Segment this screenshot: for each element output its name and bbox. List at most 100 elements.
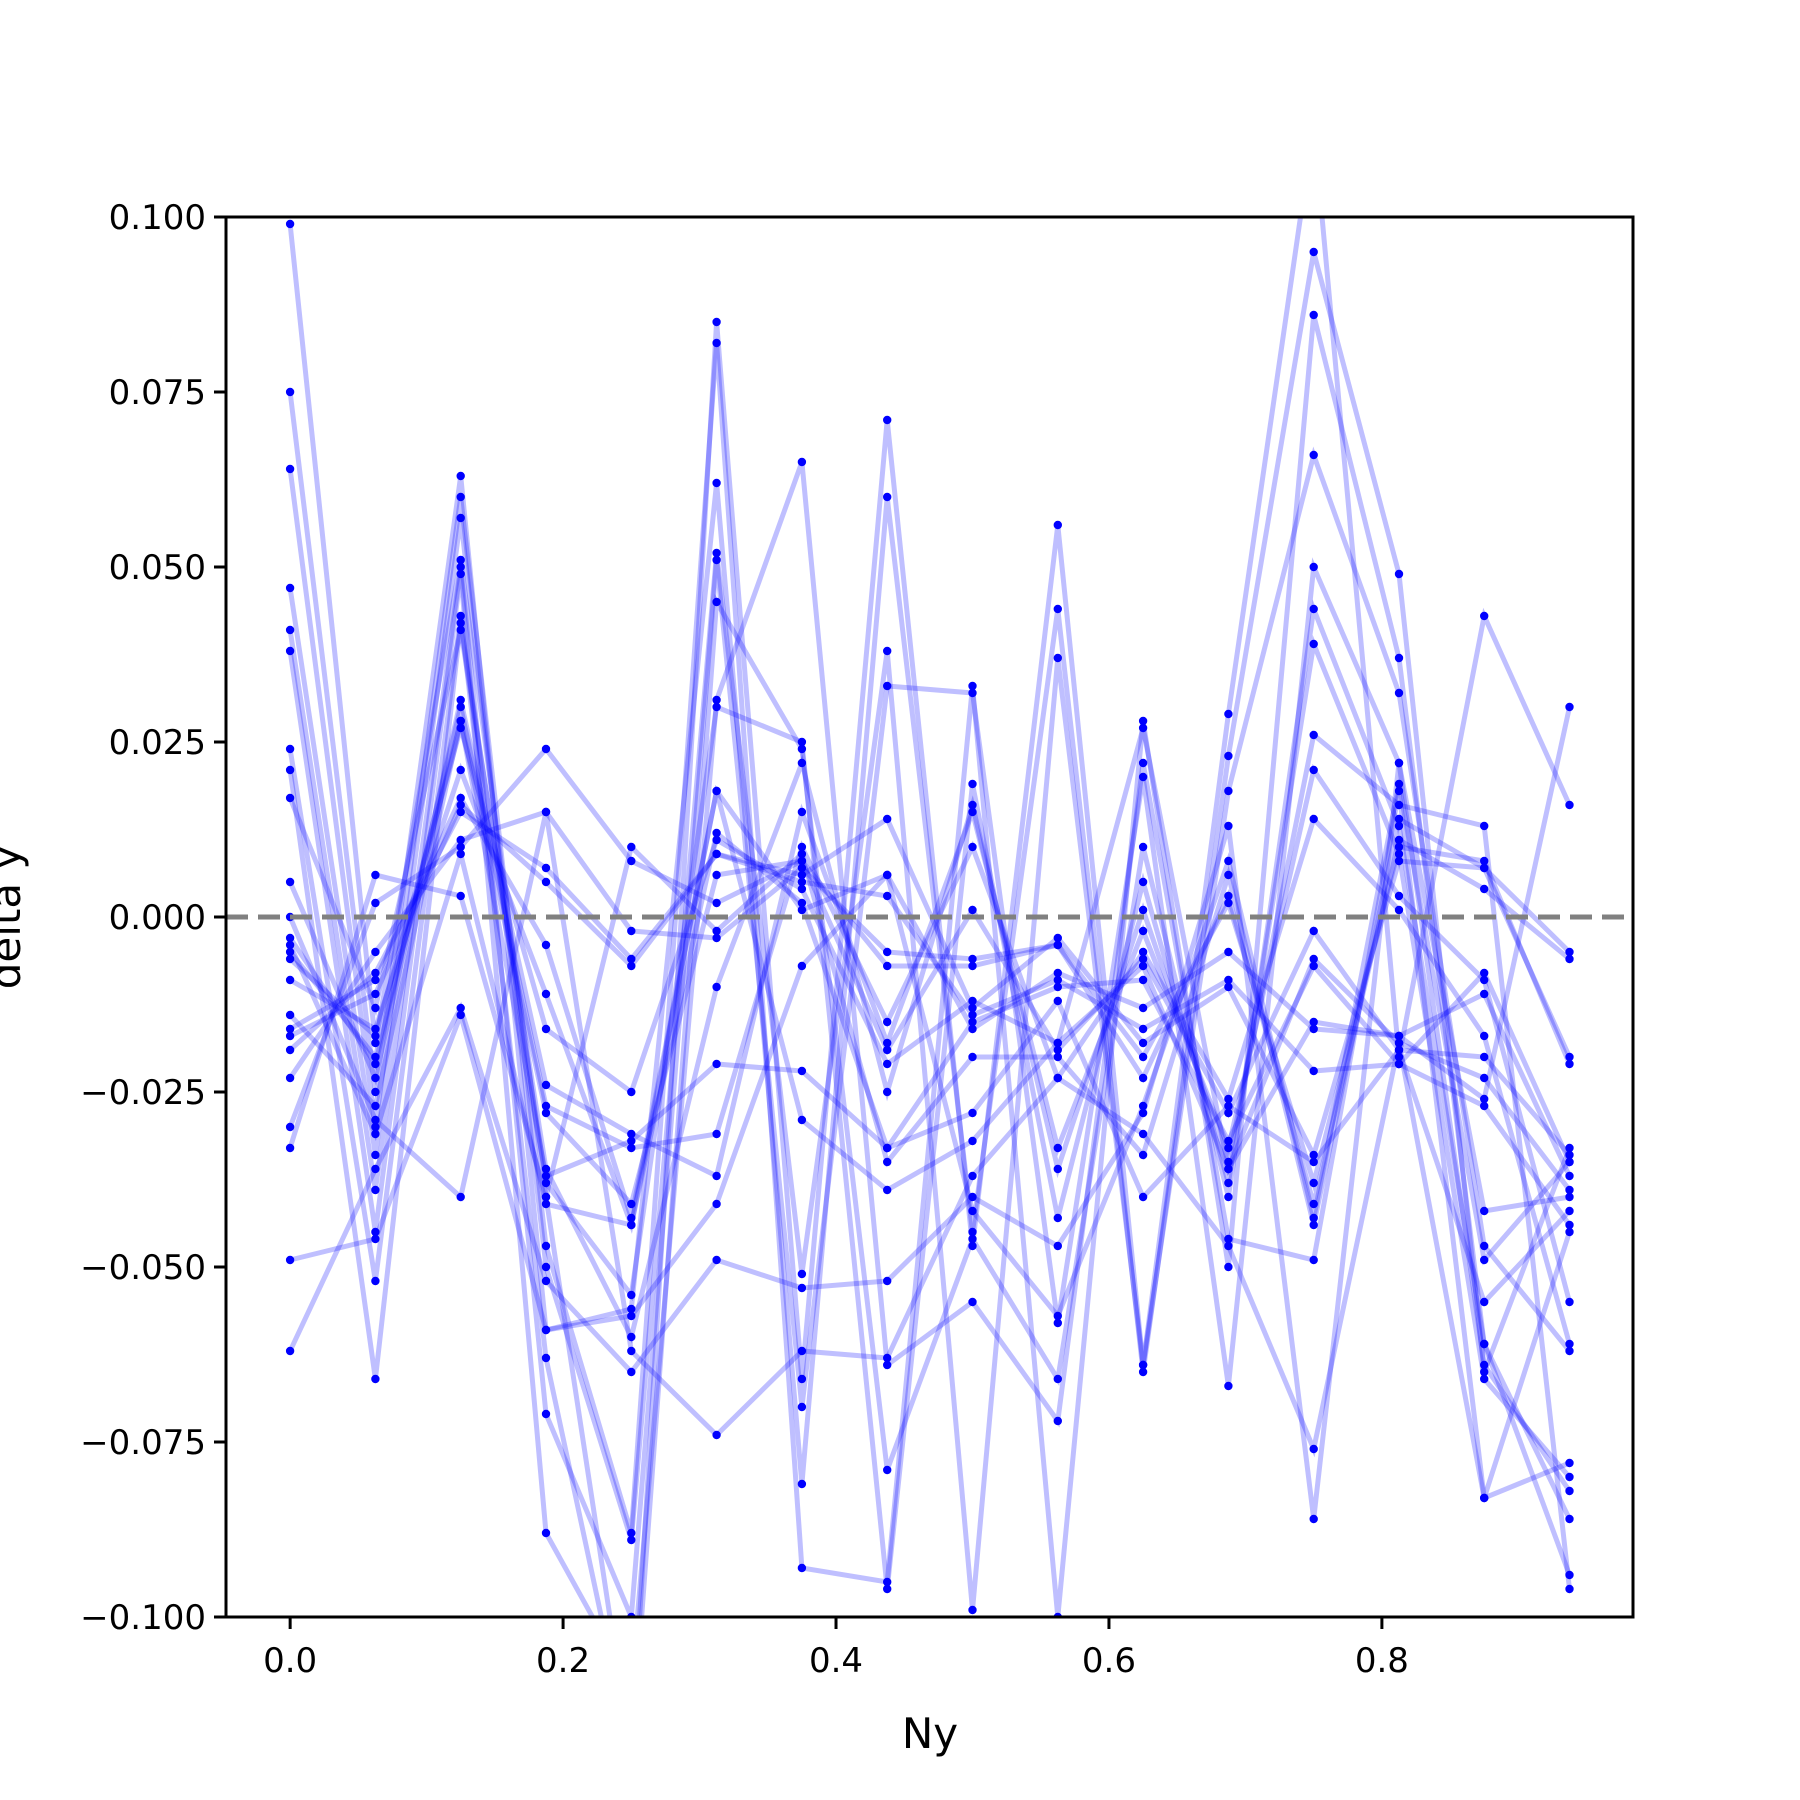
data-point	[797, 870, 807, 880]
data-point	[541, 1528, 551, 1538]
data-point	[371, 1227, 380, 1237]
data-point	[1394, 849, 1404, 859]
data-point	[456, 1192, 465, 1202]
data-point	[1138, 1108, 1148, 1118]
data-point	[1138, 1003, 1148, 1013]
data-point	[371, 1122, 380, 1132]
data-point	[883, 1087, 892, 1097]
data-point	[541, 1276, 551, 1286]
data-point	[1053, 1374, 1063, 1384]
data-point	[968, 1297, 977, 1307]
data-point	[1565, 1206, 1574, 1216]
data-point	[371, 1276, 380, 1286]
data-point	[883, 1360, 892, 1370]
data-point	[371, 1115, 380, 1125]
data-point	[1224, 947, 1233, 957]
data-point	[712, 786, 721, 796]
data-point	[797, 1283, 807, 1293]
data-point	[371, 1234, 380, 1244]
data-point	[285, 1073, 295, 1083]
data-point	[285, 1255, 295, 1265]
data-point	[1565, 1339, 1574, 1349]
data-point	[371, 1129, 380, 1139]
data-point	[883, 1143, 892, 1153]
y-tick-label: −0.075	[80, 1423, 206, 1463]
data-point	[1565, 1052, 1574, 1062]
data-point	[285, 219, 295, 229]
data-point	[1224, 1136, 1233, 1146]
series-line-19	[287, 745, 1572, 1205]
data-point	[285, 933, 295, 943]
data-point	[541, 1080, 551, 1090]
series-group	[285, 217, 1574, 1617]
data-point	[968, 842, 977, 852]
data-point	[1309, 1514, 1318, 1524]
data-point	[797, 1115, 807, 1125]
data-point	[968, 1206, 977, 1216]
data-point	[1309, 1199, 1318, 1209]
data-point	[1394, 891, 1404, 901]
data-point	[1224, 870, 1233, 880]
data-point	[1480, 1052, 1489, 1062]
data-point	[371, 947, 380, 957]
series-line-25	[288, 720, 1572, 1307]
data-point	[883, 1059, 892, 1069]
data-point	[712, 597, 721, 607]
data-point	[541, 877, 551, 887]
data-point	[285, 583, 295, 593]
data-point	[1138, 1024, 1148, 1034]
data-point	[1565, 1227, 1574, 1237]
data-point	[883, 1157, 892, 1167]
data-point	[371, 1024, 380, 1034]
data-point	[1138, 1038, 1148, 1048]
data-point	[1138, 961, 1148, 971]
data-point	[627, 1129, 636, 1139]
data-point	[1138, 877, 1148, 887]
data-point	[541, 1178, 551, 1188]
data-point	[627, 954, 636, 964]
data-point	[371, 975, 380, 985]
data-point	[1224, 821, 1233, 831]
data-point	[712, 926, 721, 936]
data-point	[1565, 1514, 1574, 1524]
data-point	[797, 877, 807, 887]
data-point	[797, 1346, 807, 1356]
data-point	[541, 1024, 551, 1034]
data-point	[968, 961, 977, 971]
data-point	[541, 1262, 551, 1272]
data-point	[285, 954, 295, 964]
data-point	[712, 870, 721, 880]
data-point	[541, 744, 551, 754]
data-point	[1394, 1059, 1404, 1069]
data-point	[1565, 702, 1574, 712]
data-point	[1138, 975, 1148, 985]
data-point	[285, 877, 295, 887]
data-point	[712, 1255, 721, 1265]
data-point	[1480, 821, 1489, 831]
data-point	[1138, 1192, 1148, 1202]
data-point	[541, 989, 551, 999]
data-point	[797, 905, 807, 915]
data-point	[883, 1353, 892, 1363]
data-point	[797, 737, 807, 747]
data-point	[797, 1563, 807, 1573]
data-point	[1480, 884, 1489, 894]
data-point	[456, 800, 465, 810]
data-point	[968, 1605, 977, 1615]
data-point	[456, 835, 465, 845]
data-point	[1480, 1360, 1489, 1370]
data-point	[883, 492, 892, 502]
y-tick-label: −0.025	[80, 1073, 206, 1113]
data-point	[1053, 940, 1063, 950]
x-tick-label: 0.2	[536, 1641, 590, 1681]
data-point	[712, 849, 721, 859]
data-point	[541, 1192, 551, 1202]
data-point	[1565, 1346, 1574, 1356]
data-point	[1224, 1192, 1233, 1202]
data-point	[285, 646, 295, 656]
data-point	[541, 940, 551, 950]
data-point	[627, 1367, 636, 1377]
data-point	[627, 1290, 636, 1300]
data-point	[541, 1108, 551, 1118]
